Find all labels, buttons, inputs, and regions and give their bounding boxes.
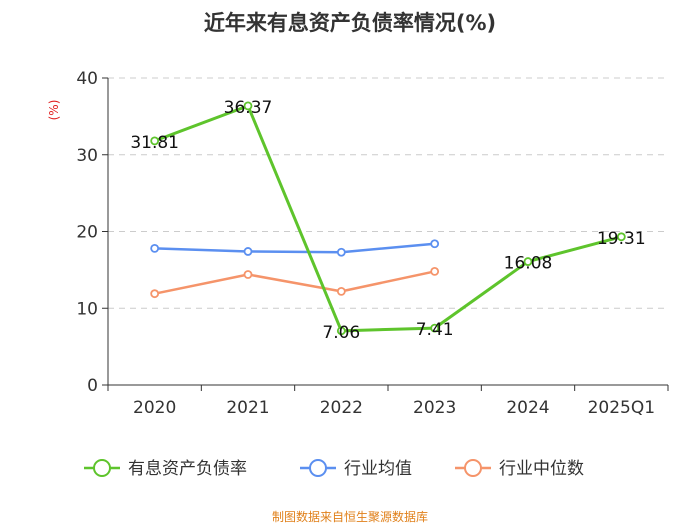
legend-marker xyxy=(309,459,327,477)
x-tick-label: 2023 xyxy=(413,398,456,418)
data-label: 31.81 xyxy=(130,133,179,153)
series-line-1 xyxy=(154,242,435,254)
data-label: 7.41 xyxy=(416,320,454,340)
legend-marker xyxy=(464,459,482,477)
series-line-0 xyxy=(154,104,622,333)
data-label: 19.31 xyxy=(597,229,646,249)
data-point xyxy=(150,243,160,253)
data-point xyxy=(430,239,440,249)
data-point xyxy=(243,270,253,279)
x-tick-label: 2025Q1 xyxy=(588,398,655,418)
y-tick-label: 40 xyxy=(76,69,98,89)
source-note: 制图数据来自恒生聚源数据库 xyxy=(272,509,428,524)
data-point xyxy=(336,247,346,257)
data-point xyxy=(616,232,626,242)
data-point xyxy=(430,267,440,276)
data-point xyxy=(336,286,346,296)
legend-label: 有息资产负债率 xyxy=(128,459,247,479)
data-label: 7.06 xyxy=(322,323,360,343)
legend: 有息资产负债率 行业均值 行业中位数 xyxy=(84,459,584,479)
x-tick-label: 2022 xyxy=(320,398,363,418)
y-tick-label: 30 xyxy=(76,146,98,166)
data-point xyxy=(523,257,533,266)
data-point xyxy=(430,323,440,333)
x-tick-label: 2020 xyxy=(133,398,176,418)
data-label: 36.37 xyxy=(224,98,273,118)
y-tick-label: 20 xyxy=(76,223,98,243)
data-point xyxy=(243,101,253,111)
chart-title: 近年来有息资产负债率情况(%) xyxy=(204,11,496,35)
series-layer xyxy=(150,101,626,336)
data-labels: 31.81 36.37 7.06 7.41 16.08 19.31 xyxy=(130,98,645,343)
x-tick-label: 2024 xyxy=(506,398,549,418)
data-point xyxy=(150,289,160,299)
y-tick-label: 10 xyxy=(76,299,98,319)
axes: 0 10 20 30 40 2020 2021 2022 2023 2024 2025Q1 xyxy=(76,69,669,418)
legend-label: 行业均值 xyxy=(344,459,412,479)
data-point xyxy=(150,136,160,146)
legend-label: 行业中位数 xyxy=(499,459,584,479)
y-tick-label: 0 xyxy=(87,376,98,396)
data-point xyxy=(243,247,253,256)
data-point xyxy=(336,326,346,336)
series-line-2 xyxy=(154,270,435,295)
grid-lines xyxy=(108,77,668,309)
x-tick-label: 2021 xyxy=(226,398,269,418)
y-axis-unit: (%) xyxy=(47,100,61,121)
data-label: 16.08 xyxy=(504,254,553,274)
legend-marker xyxy=(93,459,111,477)
